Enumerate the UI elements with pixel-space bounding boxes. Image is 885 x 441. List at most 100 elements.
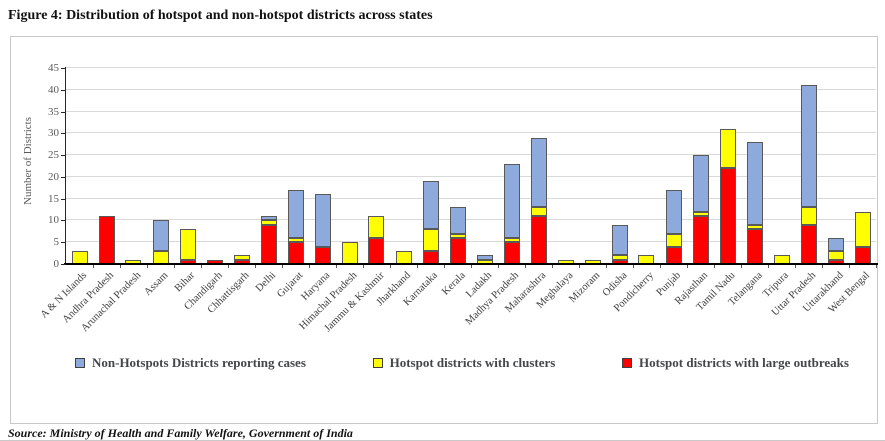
gridline [66,132,876,134]
legend-swatch-icon [622,358,633,368]
bar-segment [665,246,682,264]
bar-segment [449,237,466,264]
gridline [66,219,876,221]
bar-jharkhand [395,68,412,264]
bar-segment [530,207,547,217]
bar-segment [665,233,682,247]
x-axis-labels: A & N Islands Andhra Pradesh Arunachal Pra… [38,270,873,335]
bar-segment [719,168,736,264]
bar-gujarat [287,68,304,264]
plot-area [66,67,876,264]
figure-title: Figure 4: Distribution of hotspot and no… [8,8,433,23]
x-axis-tick [687,265,688,268]
legend-item: Hotspot districts with clusters [372,355,556,371]
x-axis-tick [741,265,742,268]
bar-segment [179,229,196,260]
bar-segment [503,242,520,264]
chart-box: Number of Districts A & N Islands Andhra … [10,36,878,424]
x-axis-tick [633,265,634,268]
bar-segment [314,194,331,247]
y-axis-tick [61,220,66,222]
bar-chandigarh [206,68,223,264]
y-tick-label: 25 [48,149,59,162]
bar-segment [530,216,547,264]
bar-segment [260,224,277,264]
bar-segment [152,220,169,251]
y-axis-tick [61,198,66,200]
bar-delhi [260,68,277,264]
bar-haryana [314,68,331,264]
y-axis-line [65,67,66,264]
bar-segment [530,137,547,208]
bar-mizoram [584,68,601,264]
bar-segment [260,216,277,221]
bar-segment [368,216,385,238]
x-axis-line [64,263,878,265]
bar-punjab [665,68,682,264]
bar-segment [719,129,736,169]
bar-arunachal-pradesh [125,68,142,264]
bar-segment [827,250,844,260]
bar-segment [611,255,628,260]
bar-segment [800,207,817,225]
bar-meghalaya [557,68,574,264]
x-axis-tick [498,265,499,268]
x-axis-tick [579,265,580,268]
x-axis-tick [336,265,337,268]
bar-maharashtra [530,68,547,264]
legend-swatch-icon [372,358,383,368]
gridline [66,110,876,112]
bar-west-bengal [854,68,871,264]
x-axis-tick [876,265,877,268]
y-axis-tick [61,176,66,178]
bar-karnataka [422,68,439,264]
x-axis-tick [309,265,310,268]
x-axis-tick [363,265,364,268]
bar-himachal-pradesh [341,68,358,264]
bar-segment [665,189,682,234]
x-axis-tick [552,265,553,268]
y-tick-label: 45 [48,62,59,74]
x-axis-tick [660,265,661,268]
x-axis-tick [714,265,715,268]
y-axis-tick [61,155,66,157]
bar-segment [854,246,871,264]
legend-label: Non-Hotspots Districts reporting cases [92,355,306,370]
bar-segment [611,224,628,256]
y-tick-label: 20 [48,170,59,183]
bar-segment [449,233,466,238]
x-axis-tick [768,265,769,268]
x-axis-tick [282,265,283,268]
bar-assam [152,68,169,264]
y-tick-label: 40 [48,83,59,96]
bar-telangana [746,68,763,264]
bar-chhattisgarh [233,68,250,264]
y-axis-tick [61,68,66,69]
bar-segment [287,189,304,238]
y-tick-label: 35 [48,105,59,118]
x-axis-tick [822,265,823,268]
bar-kerala [449,68,466,264]
gridline [66,197,876,199]
bar-rajasthan [692,68,709,264]
bar-odisha [611,68,628,264]
x-axis-tick [471,265,472,268]
bar-bihar [179,68,196,264]
bar-segment [746,229,763,264]
gridline [66,88,876,90]
bar-segment [476,255,493,260]
bar-pondicherry [638,68,655,264]
bar-segment [692,216,709,264]
bar-segment [449,207,466,234]
x-axis-tick [255,265,256,268]
legend-label: Hotspot districts with clusters [389,355,556,370]
bar-ladakh [476,68,493,264]
x-axis-tick [228,265,229,268]
y-tick-label: 10 [48,214,59,227]
gridline [66,175,876,177]
legend-label: Hotspot districts with large outbreaks [639,355,849,370]
bar-andhra-pradesh [98,68,115,264]
bar-segment [314,246,331,264]
bar-uttarakhand [827,68,844,264]
y-tick-label: 5 [53,236,60,249]
